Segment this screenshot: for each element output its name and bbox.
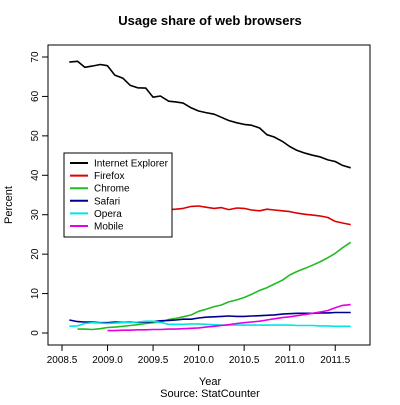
x-axis: 2008.5 2009.0 2009.5 2010.0 2010.5 2011.0 2011… — [47, 345, 351, 366]
y-tick-label: 70 — [30, 51, 41, 63]
x-tick-label: 2009.0 — [92, 355, 123, 366]
x-tick-label: 2010.5 — [229, 355, 260, 366]
y-tick-label: 60 — [30, 90, 41, 102]
x-tick-label: 2010.0 — [183, 355, 214, 366]
x-tick-label: 2011.0 — [275, 355, 305, 366]
legend-label-internet-explorer: Internet Explorer — [94, 159, 169, 170]
source-note: Source: StatCounter — [160, 388, 260, 400]
y-axis-label: Percent — [3, 186, 15, 224]
legend-label-opera: Opera — [94, 209, 122, 220]
x-axis-label: Year — [199, 376, 222, 388]
series-line-chrome — [77, 241, 352, 331]
x-tick-label: 2011.5 — [320, 355, 350, 366]
chart-title: Usage share of web browsers — [118, 13, 302, 28]
legend-label-firefox: Firefox — [94, 171, 125, 182]
y-tick-label: 40 — [30, 169, 41, 181]
legend-box — [63, 152, 173, 238]
series-line-safari — [69, 311, 351, 324]
x-tick-label: 2008.5 — [47, 355, 78, 366]
y-tick-label: 20 — [30, 248, 41, 260]
legend-label-mobile: Mobile — [94, 222, 124, 233]
y-axis: 0 10 20 30 40 50 60 70 — [30, 51, 48, 336]
series-line-mobile — [107, 303, 351, 332]
series-line-internet-explorer — [69, 60, 351, 169]
plot-frame — [47, 44, 371, 346]
legend-label-chrome: Chrome — [94, 184, 130, 195]
y-tick-label: 10 — [30, 288, 41, 300]
y-tick-label: 30 — [30, 209, 41, 221]
x-tick-label: 2009.5 — [138, 355, 169, 366]
y-tick-label: 0 — [30, 330, 41, 336]
legend-label-safari: Safari — [94, 196, 120, 207]
series-line-opera — [69, 320, 351, 328]
y-tick-label: 50 — [30, 130, 41, 142]
